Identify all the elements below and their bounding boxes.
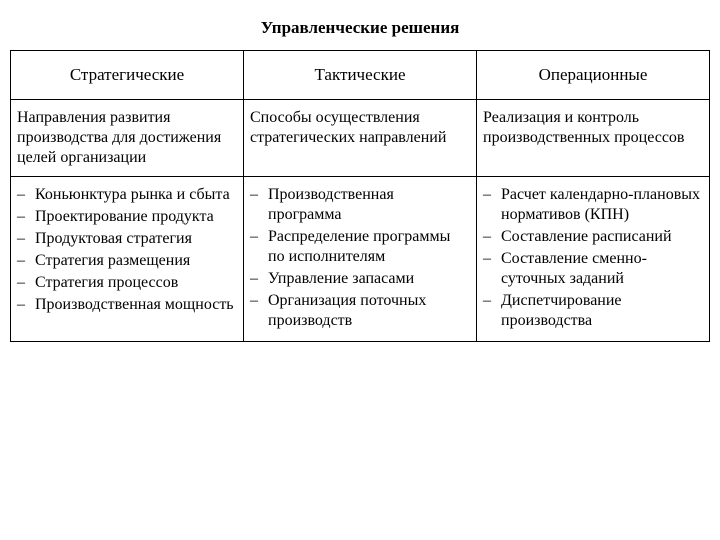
list-item: –Составление сменно-суточных заданий bbox=[483, 249, 703, 289]
list-item-text: Управление запасами bbox=[268, 269, 470, 289]
list-item-text: Стратегия размещения bbox=[35, 251, 237, 271]
list-tactical: –Производственная программа–Распределени… bbox=[250, 185, 470, 331]
list-item: –Производственная программа bbox=[250, 185, 470, 225]
table-title: Управленческие решения bbox=[11, 10, 710, 51]
dash-icon: – bbox=[17, 229, 35, 249]
list-item: –Производственная мощность bbox=[17, 295, 237, 315]
list-item: –Составление расписаний bbox=[483, 227, 703, 247]
dash-icon: – bbox=[17, 207, 35, 227]
list-item-text: Производственная программа bbox=[268, 185, 470, 225]
list-item: –Продуктовая стратегия bbox=[17, 229, 237, 249]
desc-operational: Реализация и контроль производственных п… bbox=[477, 100, 710, 177]
dash-icon: – bbox=[17, 251, 35, 271]
list-item: –Распределение программы по исполнителям bbox=[250, 227, 470, 267]
header-row: Стратегические Тактические Операционные bbox=[11, 51, 710, 100]
list-item-text: Составление сменно-суточных заданий bbox=[501, 249, 703, 289]
list-item-text: Диспетчирование производства bbox=[501, 291, 703, 331]
list-item: –Организация поточных производств bbox=[250, 291, 470, 331]
list-item-text: Стратегия процессов bbox=[35, 273, 237, 293]
list-item-text: Проектирование продукта bbox=[35, 207, 237, 227]
list-item: –Управление запасами bbox=[250, 269, 470, 289]
dash-icon: – bbox=[250, 227, 268, 247]
col-header-strategic: Стратегические bbox=[11, 51, 244, 100]
description-row: Направления развития производства для до… bbox=[11, 100, 710, 177]
list-strategic: –Коньюнктура рынка и сбыта–Проектировани… bbox=[17, 185, 237, 315]
dash-icon: – bbox=[250, 185, 268, 205]
list-item: –Стратегия процессов bbox=[17, 273, 237, 293]
list-item-text: Производственная мощность bbox=[35, 295, 237, 315]
dash-icon: – bbox=[483, 249, 501, 269]
list-item: –Коньюнктура рынка и сбыта bbox=[17, 185, 237, 205]
desc-strategic: Направления развития производства для до… bbox=[11, 100, 244, 177]
dash-icon: – bbox=[17, 295, 35, 315]
list-item: –Проектирование продукта bbox=[17, 207, 237, 227]
col-header-operational: Операционные bbox=[477, 51, 710, 100]
list-item-text: Распределение программы по исполнителям bbox=[268, 227, 470, 267]
list-item-text: Продуктовая стратегия bbox=[35, 229, 237, 249]
items-strategic: –Коньюнктура рынка и сбыта–Проектировани… bbox=[11, 177, 244, 342]
dash-icon: – bbox=[483, 227, 501, 247]
decisions-table: Управленческие решения Стратегические Та… bbox=[10, 10, 710, 342]
list-item-text: Организация поточных производств bbox=[268, 291, 470, 331]
desc-tactical: Способы осуществления стратегических нап… bbox=[244, 100, 477, 177]
list-item-text: Коньюнктура рынка и сбыта bbox=[35, 185, 237, 205]
list-item: –Диспетчирование производства bbox=[483, 291, 703, 331]
list-item: –Стратегия размещения bbox=[17, 251, 237, 271]
dash-icon: – bbox=[483, 185, 501, 205]
list-item-text: Расчет календарно-плановых нормативов (К… bbox=[501, 185, 703, 225]
list-item-text: Составление расписаний bbox=[501, 227, 703, 247]
dash-icon: – bbox=[250, 291, 268, 311]
items-tactical: –Производственная программа–Распределени… bbox=[244, 177, 477, 342]
items-operational: –Расчет календарно-плановых нормативов (… bbox=[477, 177, 710, 342]
col-header-tactical: Тактические bbox=[244, 51, 477, 100]
dash-icon: – bbox=[483, 291, 501, 311]
list-item: –Расчет календарно-плановых нормативов (… bbox=[483, 185, 703, 225]
dash-icon: – bbox=[17, 185, 35, 205]
dash-icon: – bbox=[17, 273, 35, 293]
items-row: –Коньюнктура рынка и сбыта–Проектировани… bbox=[11, 177, 710, 342]
list-operational: –Расчет календарно-плановых нормативов (… bbox=[483, 185, 703, 331]
dash-icon: – bbox=[250, 269, 268, 289]
